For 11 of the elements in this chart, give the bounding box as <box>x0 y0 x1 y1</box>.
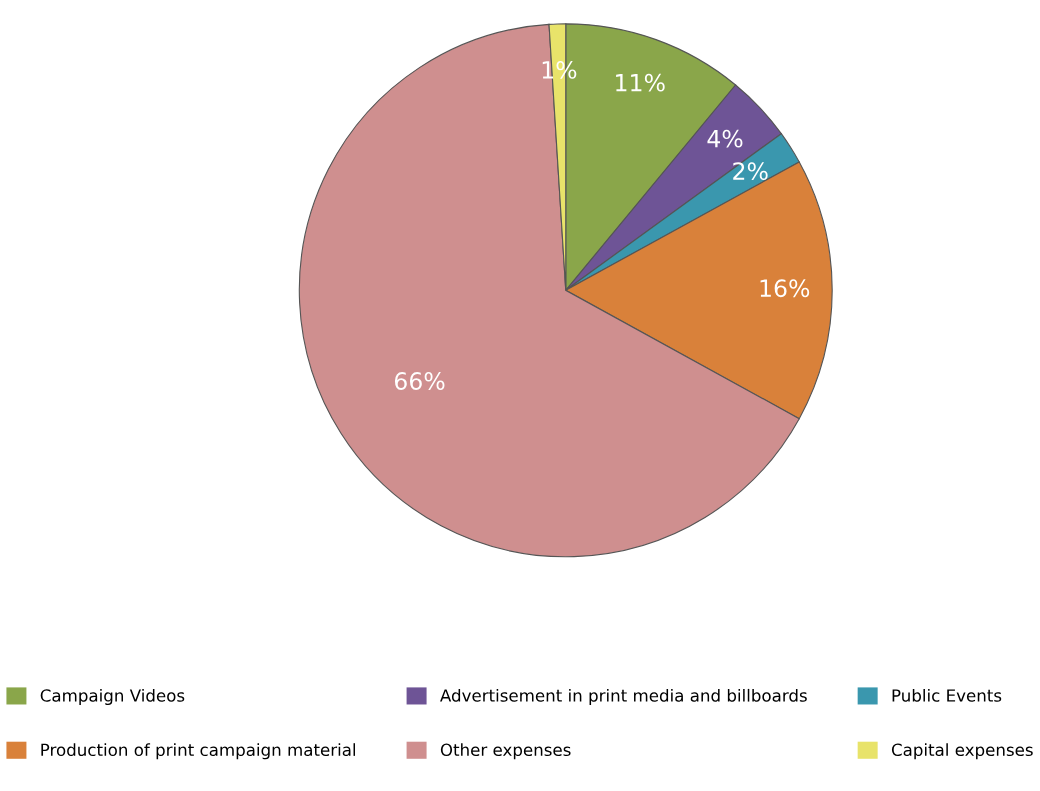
data-label: 11% <box>616 73 665 92</box>
legend-label: Other expenses <box>440 743 571 760</box>
data-label: 66% <box>394 372 445 390</box>
legend-label: Campaign Videos <box>40 688 185 706</box>
legend-label: Advertisement in print media and billboards <box>440 688 807 706</box>
legend-label: Public Events <box>892 688 1002 702</box>
data-label: 2% <box>733 162 768 181</box>
legend-label: Production of print campaign material <box>41 743 356 760</box>
data-label: 4% <box>707 129 743 148</box>
legend-label: Capital expenses <box>891 743 1033 760</box>
data-label: 16% <box>760 279 810 298</box>
